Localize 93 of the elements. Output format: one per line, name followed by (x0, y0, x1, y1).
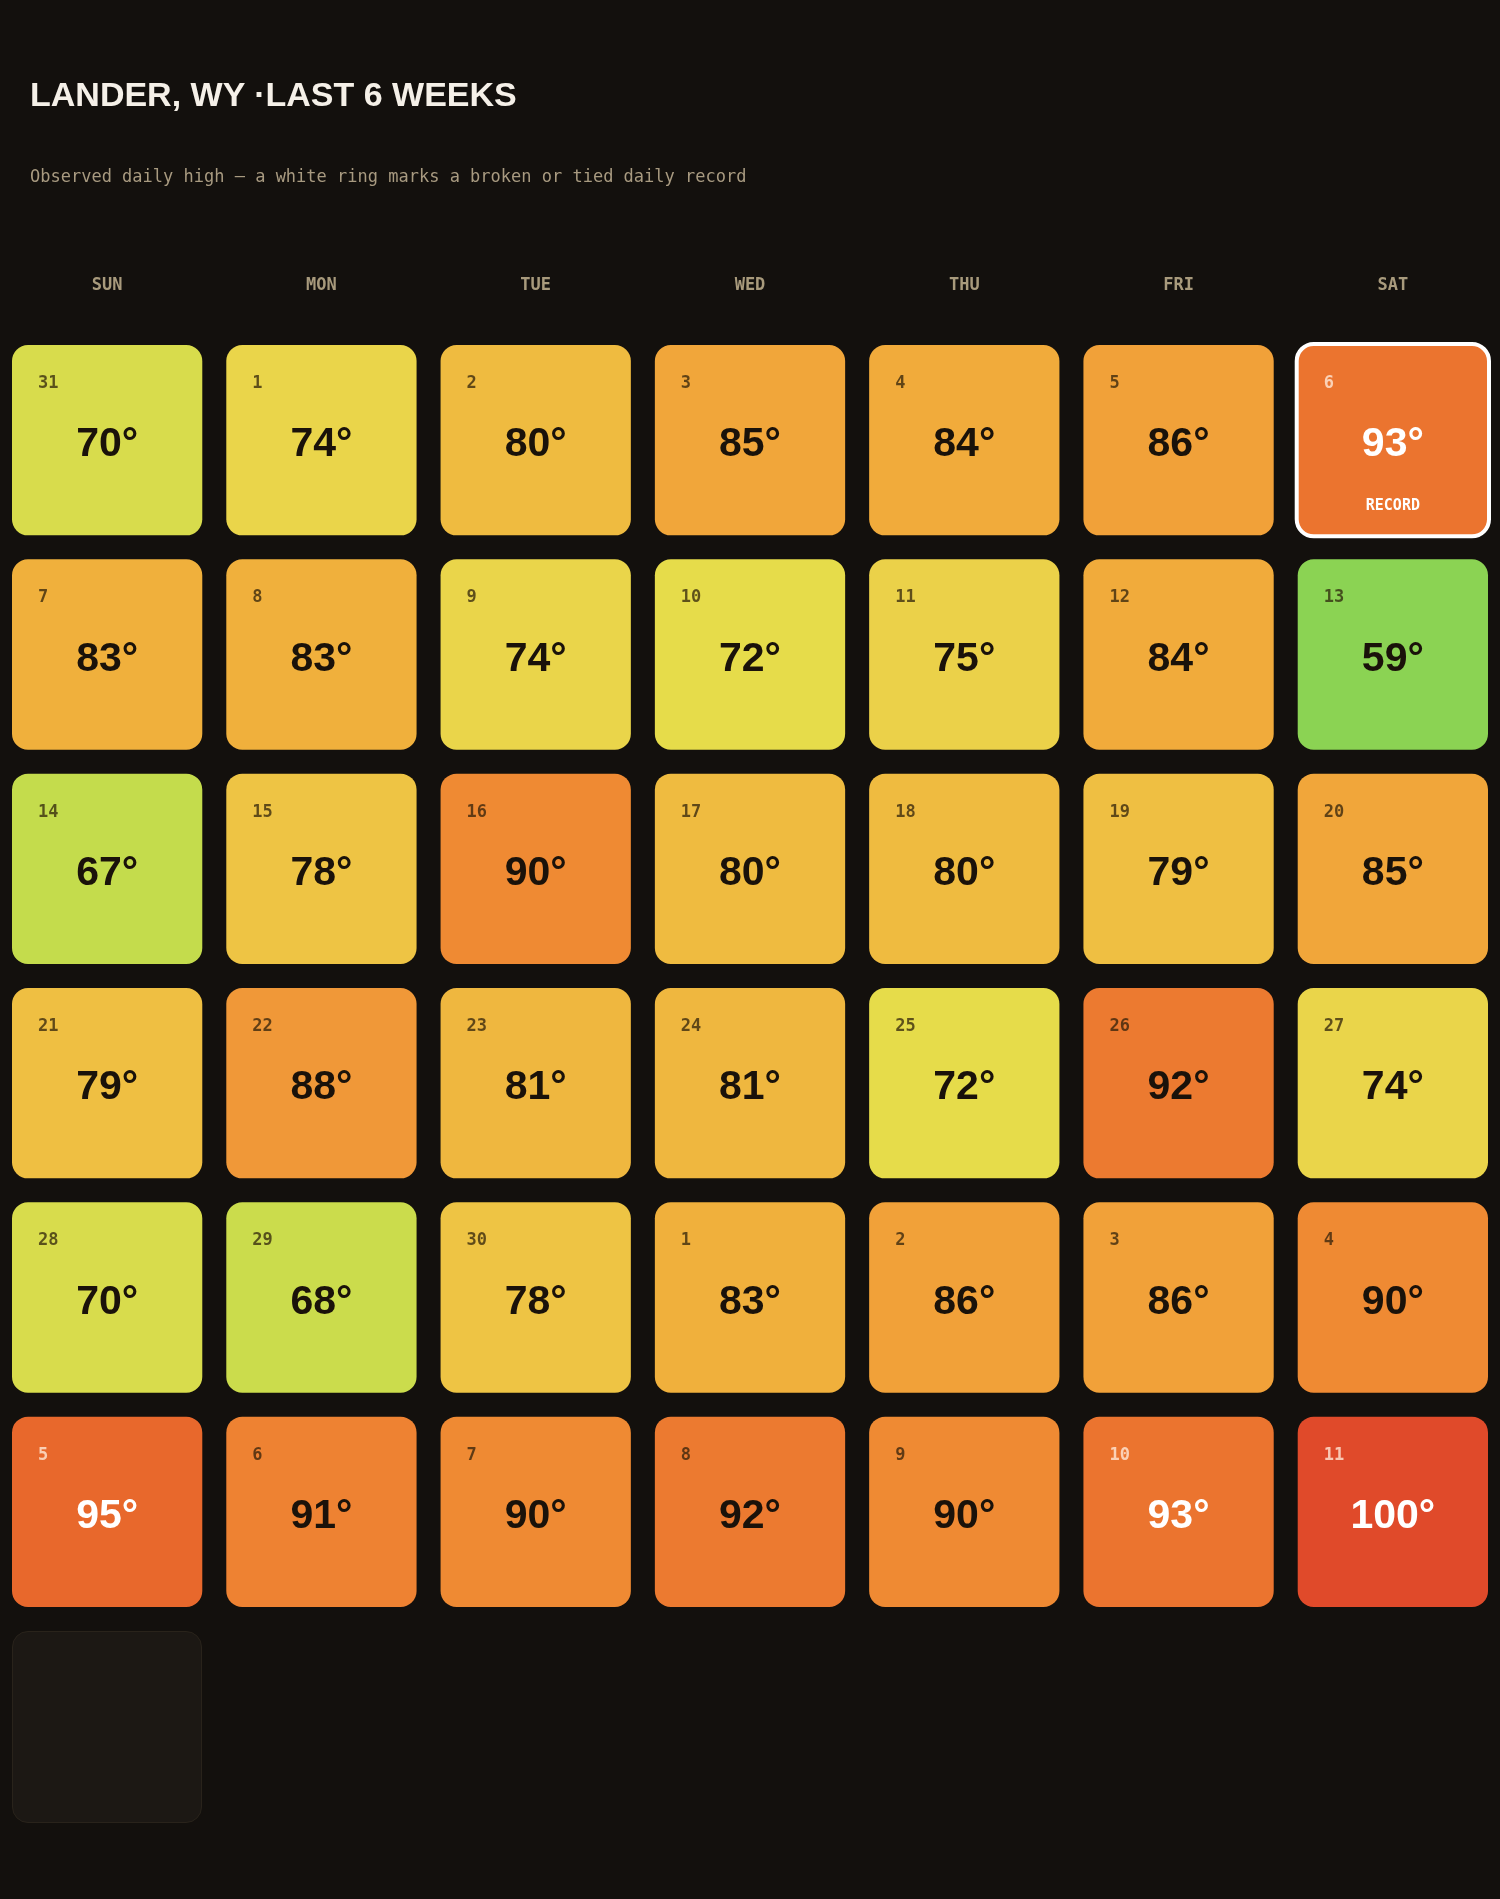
data-label: 74° (504, 633, 567, 680)
annotation: 5 (38, 1443, 49, 1464)
annotation: 27 (1323, 1014, 1345, 1035)
data-label: 74° (290, 419, 353, 466)
data-label: 84° (933, 419, 996, 466)
x-tick-label: THU (948, 274, 980, 295)
x-tick-label: WED (734, 274, 766, 295)
data-label: 86° (1147, 419, 1210, 466)
annotation: 4 (1323, 1229, 1334, 1250)
data-label: 91° (290, 1491, 353, 1538)
chart-subtitle: Observed daily high — a white ring marks a broken or tied daily record (30, 166, 747, 186)
annotation: 3 (680, 371, 692, 392)
data-label: 83° (290, 633, 353, 680)
data-label: 88° (290, 1062, 353, 1109)
annotation: 18 (895, 800, 916, 821)
data-label: 86° (1147, 1276, 1210, 1323)
annotation: 28 (38, 1229, 59, 1250)
data-label: 70° (76, 1276, 139, 1323)
annotation: 5 (1109, 371, 1120, 392)
annotation: 30 (466, 1229, 488, 1250)
data-label: 80° (504, 419, 567, 466)
annotation: 15 (252, 800, 273, 821)
annotation: 20 (1323, 800, 1345, 821)
annotation: 24 (680, 1014, 702, 1035)
data-label: 90° (504, 848, 567, 895)
x-tick-label: SAT (1377, 274, 1409, 295)
data-label: 86° (933, 1276, 996, 1323)
data-label: 83° (718, 1276, 782, 1323)
annotation: 16 (466, 800, 488, 821)
data-label: 93° RECORD (1361, 419, 1424, 514)
annotation: 3 (1109, 1229, 1120, 1250)
annotation: 21 (38, 1014, 59, 1035)
data-label: 85° (718, 419, 782, 466)
annotation: 8 (680, 1443, 692, 1464)
annotation: 22 (252, 1014, 273, 1035)
data-label: 84° (1147, 633, 1210, 680)
data-label: 95° (76, 1491, 139, 1538)
annotation: 26 (1109, 1014, 1130, 1035)
data-label: 79° (1147, 848, 1210, 895)
data-label: 74° (1361, 1062, 1424, 1109)
annotation: 11 (895, 586, 916, 607)
data-label: 85° (1361, 848, 1424, 895)
data-label: 79° (76, 1062, 139, 1109)
data-label: 68° (290, 1276, 353, 1323)
annotation: 9 (895, 1443, 906, 1464)
annotation: 2 (466, 371, 477, 392)
x-tick-label: TUE (520, 274, 552, 295)
data-label: 92° (1147, 1062, 1210, 1109)
annotation: 31 (38, 371, 59, 392)
data-label: 81° (718, 1062, 782, 1109)
data-label: 78° (290, 848, 353, 895)
data-label: 83° (76, 633, 139, 680)
data-label: 72° (718, 633, 782, 680)
data-label: 93° (1147, 1491, 1210, 1538)
annotation: 10 (680, 586, 702, 607)
annotation: 9 (466, 586, 477, 607)
annotation: 10 (1109, 1443, 1130, 1464)
annotation: 23 (466, 1014, 488, 1035)
annotation: 12 (1109, 586, 1130, 607)
annotation: 29 (252, 1229, 273, 1250)
data-label: 90° (504, 1491, 567, 1538)
annotation: 13 (1323, 586, 1345, 607)
annotation: 7 (38, 586, 49, 607)
annotation: 1 (680, 1229, 692, 1250)
annotation: 25 (895, 1014, 916, 1035)
annotation: 14 (38, 800, 59, 821)
data-label: 70° (76, 419, 139, 466)
annotation: 6 (1323, 371, 1334, 392)
data-label: 67° (76, 848, 139, 895)
data-label: 92° (718, 1491, 782, 1538)
x-tick-label: SUN (91, 274, 123, 295)
annotation: 1 (252, 371, 263, 392)
data-label: 90° (1361, 1276, 1424, 1323)
annotation: 6 (252, 1443, 263, 1464)
annotation: 8 (252, 586, 263, 607)
annotation: 2 (895, 1229, 906, 1250)
data-label: 72° (933, 1062, 996, 1109)
annotation: 11 (1323, 1443, 1345, 1464)
annotation: 4 (895, 371, 906, 392)
data-label: 59° (1361, 633, 1424, 680)
chart-title: LANDER, WY ·LAST 6 WEEKS (30, 75, 517, 113)
data-label: 80° (933, 848, 996, 895)
data-label: 81° (504, 1062, 567, 1109)
data-label: 75° (933, 633, 996, 680)
x-tick-label: MON (306, 274, 337, 295)
data-label: 78° (504, 1276, 567, 1323)
x-tick-label: FRI (1163, 274, 1194, 295)
data-label: 90° (933, 1491, 996, 1538)
data-label: 80° (718, 848, 782, 895)
annotation: 17 (680, 800, 702, 821)
data-label: 100° (1350, 1491, 1436, 1538)
annotation: 7 (466, 1443, 477, 1464)
annotation: 19 (1109, 800, 1130, 821)
